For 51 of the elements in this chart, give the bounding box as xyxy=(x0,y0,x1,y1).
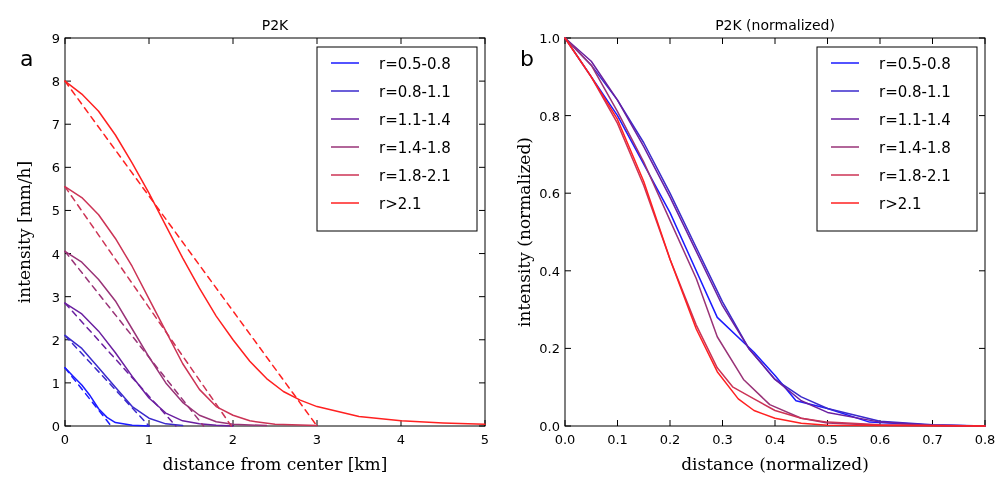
x-tick-label: 4 xyxy=(396,432,406,447)
y-tick-label: 8 xyxy=(51,74,60,90)
chart-title: P2K (normalized) xyxy=(715,17,835,33)
y-axis-title: intensity (normalized) xyxy=(514,137,534,327)
legend-label: r=1.4-1.8 xyxy=(879,139,951,157)
y-tick-label: 1.0 xyxy=(539,31,560,46)
text: a xyxy=(20,46,34,71)
x-tick-label: 0.2 xyxy=(659,432,681,447)
x-tick-label: 0.6 xyxy=(869,432,891,447)
line-series xyxy=(564,37,986,427)
y-tick-label: 0.4 xyxy=(539,263,560,279)
y-tick-label: 3 xyxy=(51,289,60,305)
x-tick-label: 0.1 xyxy=(607,432,628,447)
legend-label: r=1.1-1.4 xyxy=(879,111,951,129)
legend-label: r=1.8-2.1 xyxy=(879,167,951,185)
y-tick-label: 7 xyxy=(51,117,60,133)
y-tick-label: 5 xyxy=(51,203,60,219)
y-tick-label: 6 xyxy=(51,160,60,176)
y-tick-label: 0.8 xyxy=(539,108,560,124)
y-tick-label: 0.2 xyxy=(539,341,560,357)
y-axis-title: intensity [mm/h] xyxy=(14,160,34,304)
legend-label: r=0.8-1.1 xyxy=(879,83,951,101)
y-tick-label: 0.0 xyxy=(539,419,560,434)
x-tick-label: 5 xyxy=(480,432,490,447)
x-tick-label: 1 xyxy=(144,432,154,447)
x-axis-title: distance from center [km] xyxy=(162,454,388,474)
text: b xyxy=(520,46,534,71)
legend-label: r=0.8-1.1 xyxy=(379,83,451,101)
x-tick-label: 0.5 xyxy=(817,432,838,447)
legend-label: r=0.5-0.8 xyxy=(879,55,951,73)
legend-label: r=1.1-1.4 xyxy=(379,111,451,129)
chart-title: P2K xyxy=(261,17,290,33)
x-tick-label: 2 xyxy=(228,432,238,447)
x-tick-label: 0.3 xyxy=(712,432,733,447)
legend-label: r=1.8-2.1 xyxy=(379,167,451,185)
x-tick-label: 0.4 xyxy=(764,432,786,447)
legend-label: r=0.5-0.8 xyxy=(379,55,451,73)
x-axis-title: distance (normalized) xyxy=(681,454,869,474)
legend-label: r=1.4-1.8 xyxy=(379,139,451,157)
legend-label: r>2.1 xyxy=(879,195,922,213)
y-tick-label: 2 xyxy=(51,332,60,348)
y-tick-label: 1 xyxy=(51,375,60,391)
legend-label: r>2.1 xyxy=(379,195,422,213)
x-tick-label: 0.7 xyxy=(922,432,943,447)
x-tick-label: 3 xyxy=(312,432,322,447)
y-tick-label: 4 xyxy=(51,246,60,262)
y-tick-label: 9 xyxy=(51,31,60,46)
y-tick-label: 0.6 xyxy=(539,186,560,202)
x-tick-label: 0.0 xyxy=(554,432,576,447)
x-tick-label: 0.8 xyxy=(974,432,996,447)
y-tick-label: 0 xyxy=(51,419,60,434)
